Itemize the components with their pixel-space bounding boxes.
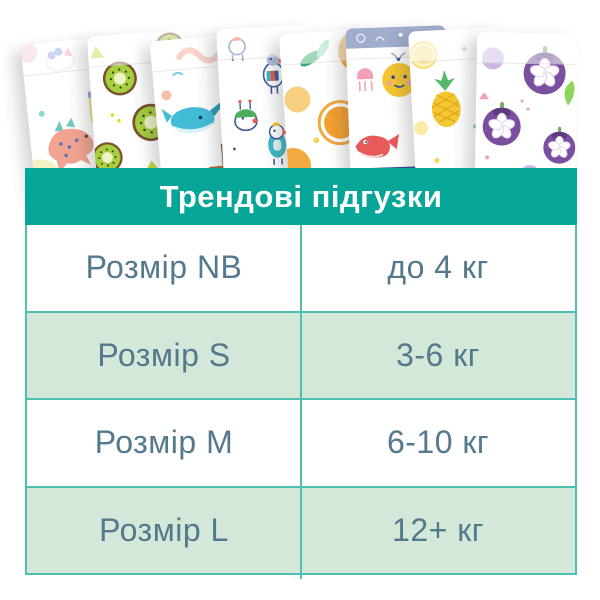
size-label-cell: Розмір L <box>99 511 229 548</box>
column-divider <box>300 225 302 579</box>
weight-value-cell: до 4 кг <box>387 249 489 286</box>
diaper-waistband <box>476 32 578 65</box>
title-banner: Трендові підгузки <box>25 168 577 225</box>
size-label-cell: Розмір M <box>94 424 234 461</box>
size-label-cell: Розмір NB <box>85 249 243 286</box>
weight-value-cell: 3-6 кг <box>396 336 480 373</box>
size-table: Розмір NB до 4 кг Розмір S 3-6 кг Розмір… <box>25 225 577 579</box>
table-row: Розмір NB до 4 кг <box>27 225 575 311</box>
weight-value-cell: 6-10 кг <box>386 424 490 461</box>
diaper-panel-mangosteen <box>474 32 578 184</box>
page-title: Трендові підгузки <box>159 178 443 214</box>
weight-value-cell: 12+ кг <box>392 511 484 548</box>
size-label-cell: Розмір S <box>97 336 231 373</box>
